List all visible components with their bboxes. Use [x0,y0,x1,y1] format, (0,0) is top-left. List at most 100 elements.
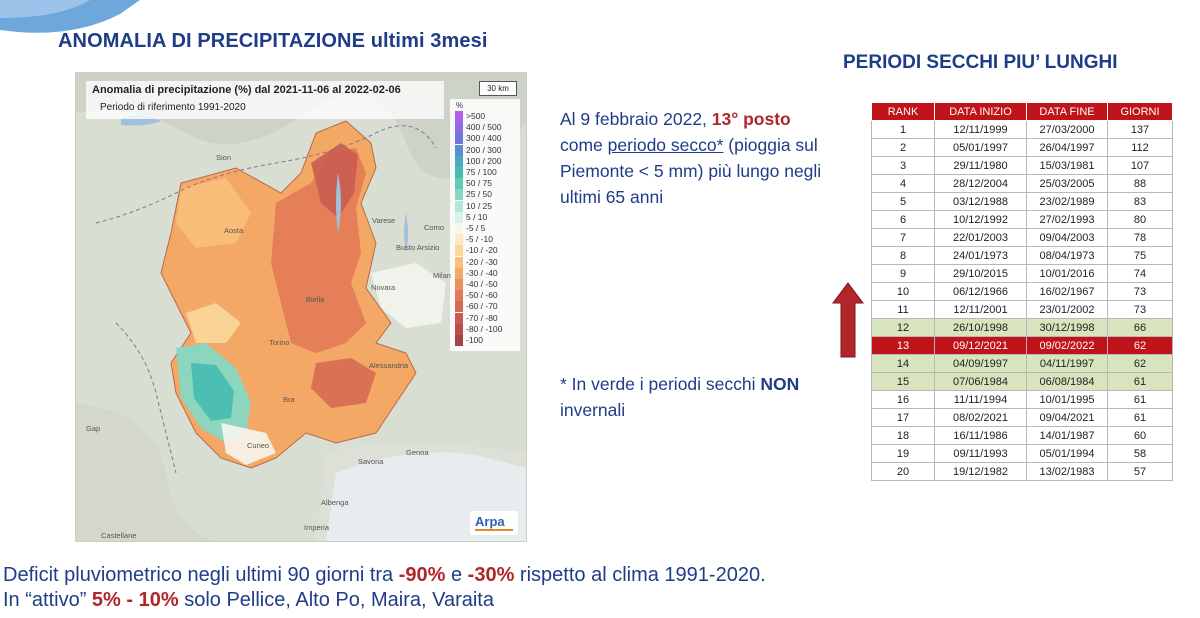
cell-start: 26/10/1998 [934,318,1027,337]
deficit-line-1: Deficit pluviometrico negli ultimi 90 gi… [3,564,766,586]
legend-label: -100 [466,335,484,345]
cell-rank: 4 [871,174,935,193]
cell-rank: 6 [871,210,935,229]
cell-end: 15/03/1981 [1026,156,1108,175]
cell-start: 11/11/1994 [934,390,1027,409]
deficit-summary: Deficit pluviometrico negli ultimi 90 gi… [3,563,766,613]
legend-label: -10 / -20 [466,245,498,256]
legend-label: >500 [466,111,486,121]
legend-label: -5 / -10 [466,234,493,245]
place-label: Milan [433,271,451,280]
legend-row: >500 [455,111,519,122]
legend-label: 75 / 100 [466,167,497,177]
cell-end: 13/02/1983 [1026,462,1108,481]
legend-row: 25 / 50 [455,189,519,201]
legend-swatch [455,200,463,212]
cell-end: 23/01/2002 [1026,300,1108,319]
cell-start: 09/11/1993 [934,444,1027,463]
place-label: Como [424,223,445,232]
legend-row: -5 / -10 [455,234,519,246]
place-label: Alessandria [369,361,409,370]
legend-swatch [455,323,463,335]
legend-swatch [455,111,463,122]
table-row: 9 29/10/2015 10/01/2016 74 [871,264,1173,283]
place-label: Genoa [406,448,429,457]
cell-start: 04/09/1997 [934,354,1027,373]
place-label: Torino [269,338,290,347]
map-scale-bar: 30 km [479,81,517,96]
legend-label: 10 / 25 [466,200,492,211]
legend-label: 50 / 75 [466,178,492,189]
cell-start: 09/12/2021 [934,336,1027,355]
legend-row: -5 / 5 [455,223,519,234]
cell-days: 75 [1107,246,1173,265]
table-row: 19 09/11/1993 05/01/1994 58 [871,444,1173,463]
cell-rank: 10 [871,282,935,301]
table-row: 14 04/09/1997 04/11/1997 62 [871,354,1173,373]
page-title: ANOMALIA DI PRECIPITAZIONE ultimi 3mesi [58,30,488,52]
cell-start: 19/12/1982 [934,462,1027,481]
cell-days: 58 [1107,444,1173,463]
cell-rank: 14 [871,354,935,373]
map-subtitle: Periodo di riferimento 1991-2020 [100,102,246,113]
legend-swatch [455,133,463,145]
place-label: Cuneo [247,441,270,450]
cell-end: 04/11/1997 [1026,354,1108,373]
legend-swatch [455,335,463,346]
table-row: 20 19/12/1982 13/02/1983 57 [871,462,1173,481]
map-legend: % >500 400 / 500 300 / 400 200 / 300 100 / 2… [450,99,520,351]
dry-period-term: periodo secco* [607,135,724,155]
legend-row: -20 / -30 [455,256,519,268]
cell-days: 61 [1107,372,1173,391]
cell-end: 26/04/1997 [1026,138,1108,157]
cell-end: 09/04/2003 [1026,228,1108,247]
legend-label: 5 / 10 [466,211,488,222]
legend-row: -50 / -60 [455,290,519,302]
header-days: GIORNI [1107,102,1173,121]
cell-end: 16/02/1967 [1026,282,1108,301]
cell-end: 27/03/2000 [1026,120,1108,139]
legend-row: -30 / -40 [455,267,519,279]
legend-row: 75 / 100 [455,167,519,178]
cell-start: 24/01/1973 [934,246,1027,265]
cell-days: 62 [1107,354,1173,373]
legend-row: 100 / 200 [455,155,519,167]
cell-start: 29/11/1980 [934,156,1027,175]
table-row: 10 06/12/1966 16/02/1967 73 [871,282,1173,301]
precipitation-anomaly-map: Anomalia di precipitazione (%) dal 2021-… [75,72,527,542]
legend-row: 5 / 10 [455,211,519,223]
cell-start: 29/10/2015 [934,264,1027,283]
legend-label: 400 / 500 [466,122,502,133]
table-row: 18 16/11/1986 14/01/1987 60 [871,426,1173,445]
header-start: DATA INIZIO [934,102,1027,121]
table-row: 15 07/06/1984 06/08/1984 61 [871,372,1173,391]
arpa-logo: Arpa [470,511,518,535]
legend-label: 25 / 50 [466,189,492,200]
legend-swatch [455,189,463,201]
cell-days: 83 [1107,192,1173,211]
cell-days: 137 [1107,120,1173,139]
cell-start: 16/11/1986 [934,426,1027,445]
cell-rank: 3 [871,156,935,175]
cell-days: 66 [1107,318,1173,337]
cell-days: 73 [1107,282,1173,301]
legend-row: 50 / 75 [455,178,519,190]
cell-start: 06/12/1966 [934,282,1027,301]
green-rows-note: * In verde i periodi secchi NON invernal… [560,374,800,420]
table-row: 7 22/01/2003 09/04/2003 78 [871,228,1173,247]
cell-start: 03/12/1988 [934,192,1027,211]
table-row: 3 29/11/1980 15/03/1981 107 [871,156,1173,175]
cell-end: 09/02/2022 [1026,336,1108,355]
cell-rank: 18 [871,426,935,445]
cell-start: 10/12/1992 [934,210,1027,229]
cell-rank: 16 [871,390,935,409]
cell-days: 80 [1107,210,1173,229]
cell-days: 74 [1107,264,1173,283]
cell-rank: 1 [871,120,935,139]
cell-start: 28/12/2004 [934,174,1027,193]
table-title: PERIODI SECCHI PIU’ LUNGHI [843,52,1118,73]
legend-row: -60 / -70 [455,301,519,313]
map-header: Anomalia di precipitazione (%) dal 2021-… [86,81,444,119]
cell-days: 112 [1107,138,1173,157]
cell-days: 78 [1107,228,1173,247]
